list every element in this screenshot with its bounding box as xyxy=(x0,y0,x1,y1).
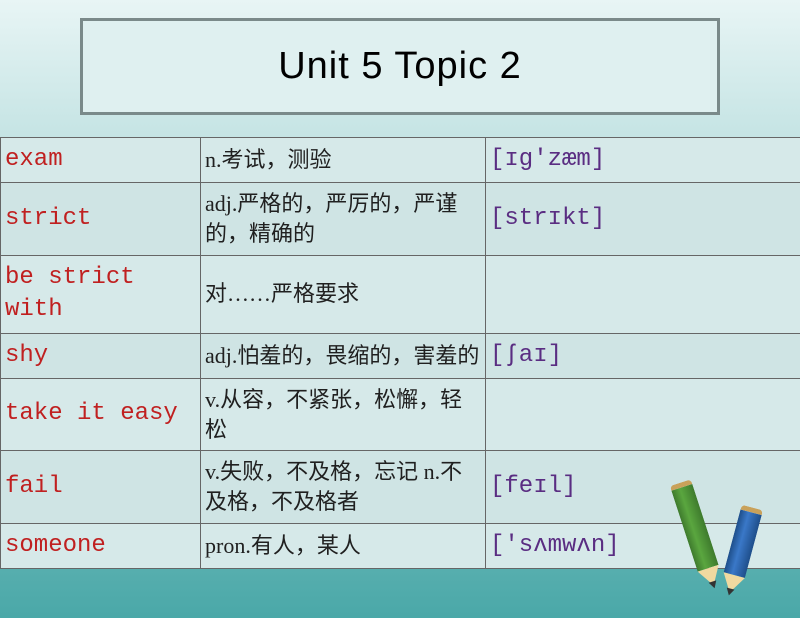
word-cell: fail xyxy=(1,451,201,523)
word-cell: be strict with xyxy=(1,255,201,333)
table-row: strict adj.严格的，严厉的，严谨的，精确的 [strɪkt] xyxy=(1,183,800,255)
word-cell: someone xyxy=(1,523,201,568)
definition-cell: 对……严格要求 xyxy=(201,255,486,333)
word-cell: shy xyxy=(1,333,201,378)
word-cell: exam xyxy=(1,138,201,183)
table-row: someone pron.有人，某人 ['sʌmwʌn] xyxy=(1,523,800,568)
table-row: be strict with 对……严格要求 xyxy=(1,255,800,333)
word-cell: take it easy xyxy=(1,378,201,450)
definition-cell: v.从容，不紧张，松懈，轻松 xyxy=(201,378,486,450)
definition-cell: pron.有人，某人 xyxy=(201,523,486,568)
definition-cell: v.失败，不及格，忘记 n.不及格，不及格者 xyxy=(201,451,486,523)
ipa-cell xyxy=(486,378,800,450)
definition-cell: adj.严格的，严厉的，严谨的，精确的 xyxy=(201,183,486,255)
table-row: shy adj.怕羞的，畏缩的，害羞的 [ʃaɪ] xyxy=(1,333,800,378)
page-title: Unit 5 Topic 2 xyxy=(80,18,720,115)
definition-cell: n.考试，测验 xyxy=(201,138,486,183)
word-cell: strict xyxy=(1,183,201,255)
ipa-cell: [ɪg'zæm] xyxy=(486,138,800,183)
ipa-cell xyxy=(486,255,800,333)
table-row: exam n.考试，测验 [ɪg'zæm] xyxy=(1,138,800,183)
definition-cell: adj.怕羞的，畏缩的，害羞的 xyxy=(201,333,486,378)
ipa-cell: [ʃaɪ] xyxy=(486,333,800,378)
table-row: take it easy v.从容，不紧张，松懈，轻松 xyxy=(1,378,800,450)
ipa-cell: [strɪkt] xyxy=(486,183,800,255)
